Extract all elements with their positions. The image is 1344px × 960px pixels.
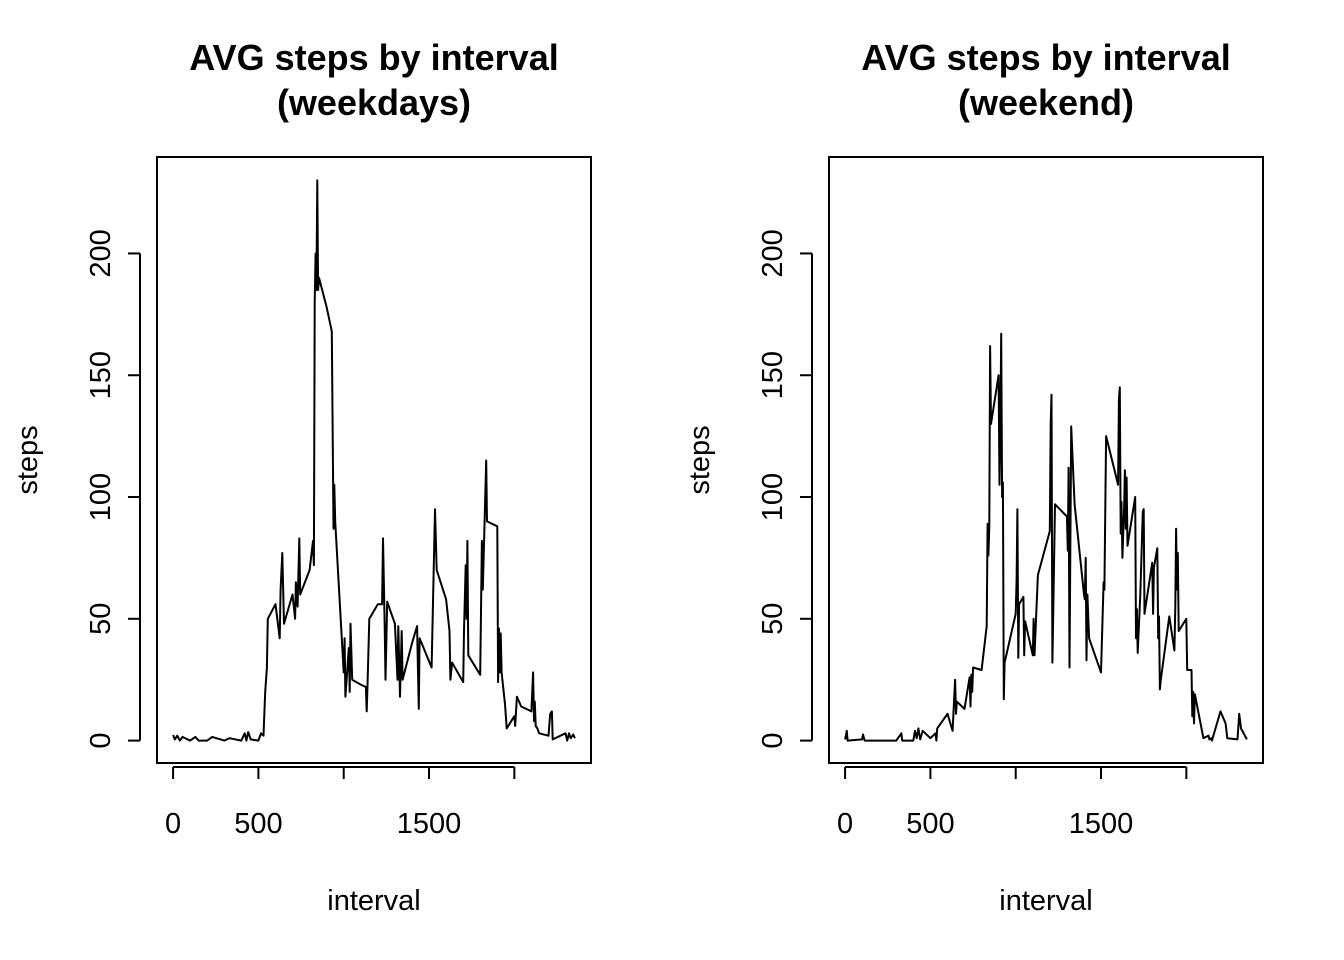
y-tick-label: 50 [85, 603, 117, 635]
data-line [844, 332, 1248, 742]
y-tick-label: 0 [85, 733, 117, 749]
y-tick-label: 100 [85, 473, 117, 521]
x-tick-label: 0 [165, 808, 181, 840]
y-tick-label: 150 [757, 351, 789, 399]
y-tick-label: 200 [85, 229, 117, 277]
y-tick-label: 50 [757, 603, 789, 635]
plot-frame [828, 156, 1264, 764]
plot-frame [156, 156, 592, 764]
x-tick-label: 0 [837, 808, 853, 840]
y-tick-label: 150 [85, 351, 117, 399]
x-tick-label: 500 [906, 808, 954, 840]
x-tick-label: 1500 [397, 808, 462, 840]
y-axis-label: steps [12, 425, 44, 494]
x-tick-label: 1500 [1069, 808, 1134, 840]
x-tick-label: 500 [234, 808, 282, 840]
y-tick-label: 200 [757, 229, 789, 277]
chart-title: AVG steps by interval [189, 37, 558, 78]
y-tick-label: 100 [757, 473, 789, 521]
x-axis-label: interval [999, 885, 1093, 917]
chart-title: (weekend) [958, 82, 1134, 123]
chart-title: (weekdays) [277, 82, 471, 123]
chart-title: AVG steps by interval [861, 37, 1230, 78]
y-tick-label: 0 [757, 733, 789, 749]
data-line [172, 179, 576, 742]
x-axis-label: interval [327, 885, 421, 917]
y-axis-label: steps [684, 425, 716, 494]
